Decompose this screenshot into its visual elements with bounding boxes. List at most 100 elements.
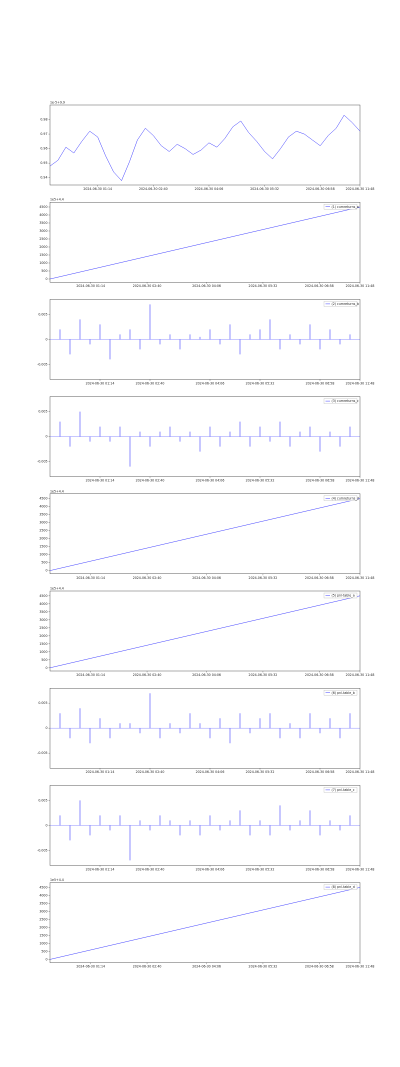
x-tick-label: 2024-06-30 01:14 xyxy=(86,867,115,871)
x-tick-label: 2024-06-30 04:06 xyxy=(192,965,221,969)
x-tick-label: 2024-06-30 06:58 xyxy=(305,965,334,969)
y-tick-label: 2000 xyxy=(39,537,47,541)
legend-box xyxy=(323,398,358,404)
x-tick-label: 2024-06-30 02:40 xyxy=(136,867,165,871)
y-tick-label: -0.005 xyxy=(37,460,47,464)
axes-frame xyxy=(49,882,361,963)
y-tick-label: 2500 xyxy=(39,529,47,533)
y-tick-label: 4500 xyxy=(39,497,47,501)
x-tick-label: 2024-06-30 05:32 xyxy=(246,381,275,385)
offset-label: 1e-5+9.9 xyxy=(50,101,65,105)
x-tick-label: 2024-06-30 06:58 xyxy=(305,284,334,288)
y-tick-label: 0.005 xyxy=(38,701,47,705)
y-tick-label: 0.94 xyxy=(40,176,47,180)
x-tick-label: 2024-06-30 11:48 xyxy=(346,867,375,871)
x-tick-label: 2024-06-30 06:58 xyxy=(306,770,335,774)
x-tick-label: 2024-06-30 05:32 xyxy=(249,284,278,288)
y-tick-label: 4500 xyxy=(39,205,47,209)
y-tick-label: 3000 xyxy=(39,618,47,622)
y-tick-label: 3500 xyxy=(39,221,47,225)
legend-label: (1) cumreturns_a xyxy=(332,205,359,209)
y-tick-label: -0.005 xyxy=(37,362,47,366)
y-tick-label: 2500 xyxy=(39,917,47,921)
x-tick-label: 2024-06-30 05:32 xyxy=(250,187,279,191)
x-tick-label: 2024-06-30 01:14 xyxy=(83,187,112,191)
y-tick-label: 3000 xyxy=(39,229,47,233)
y-tick-label: 3500 xyxy=(39,513,47,517)
series-line xyxy=(49,114,361,182)
legend-box xyxy=(323,301,358,307)
x-tick-label: 2024-06-30 04:06 xyxy=(196,479,225,483)
legend-label: (3) cumreturns_c xyxy=(332,399,359,403)
y-tick-label: 500 xyxy=(41,561,47,565)
axes-frame xyxy=(49,590,361,672)
x-tick-label: 2024-06-30 02:40 xyxy=(136,381,165,385)
legend-box xyxy=(323,787,358,793)
legend-box xyxy=(323,204,358,210)
legend-box xyxy=(323,592,358,599)
x-tick-label: 2024-06-30 01:14 xyxy=(76,673,105,677)
x-tick-label: 2024-06-30 11:48 xyxy=(346,284,375,288)
x-tick-label: 2024-06-30 06:58 xyxy=(306,381,335,385)
offset-label: 1e5+4.4 xyxy=(50,587,64,591)
y-tick-label: 1000 xyxy=(39,941,47,945)
legend-label: (5) pnl-table_a xyxy=(332,594,355,598)
x-tick-label: 2024-06-30 01:14 xyxy=(86,770,115,774)
x-tick-label: 2024-06-30 02:40 xyxy=(133,284,162,288)
y-tick-label: 0.95 xyxy=(40,161,47,165)
y-tick-label: 2000 xyxy=(39,925,47,929)
y-tick-label: 0.98 xyxy=(40,118,47,122)
axes-frame xyxy=(49,104,361,186)
y-tick-label: 1500 xyxy=(39,253,47,257)
series-line xyxy=(49,887,361,960)
x-tick-label: 2024-06-30 04:06 xyxy=(195,187,224,191)
y-tick-label: 3500 xyxy=(39,901,47,905)
y-tick-label: 4000 xyxy=(39,893,47,897)
offset-label: 1e5+4.4 xyxy=(50,198,64,202)
x-tick-label: 2024-06-30 06:58 xyxy=(306,479,335,483)
y-tick-label: 0 xyxy=(45,277,47,281)
y-tick-label: 4000 xyxy=(39,213,47,217)
x-tick-label: 2024-06-30 06:58 xyxy=(305,576,334,580)
x-tick-label: 2024-06-30 05:32 xyxy=(246,770,275,774)
x-tick-label: 2024-06-30 01:14 xyxy=(76,965,105,969)
y-tick-label: 0.96 xyxy=(40,147,47,151)
legend-label: (4) cumreturns_d xyxy=(332,496,359,500)
y-tick-label: 0.005 xyxy=(38,312,47,316)
x-tick-label: 2024-06-30 04:06 xyxy=(196,867,225,871)
x-tick-label: 2024-06-30 11:48 xyxy=(346,576,375,580)
y-tick-label: 500 xyxy=(41,658,47,662)
y-tick-label: -0.005 xyxy=(37,751,47,755)
x-tick-label: 2024-06-30 06:58 xyxy=(305,673,334,677)
series-line xyxy=(49,595,361,669)
x-tick-label: 2024-06-30 04:06 xyxy=(192,673,221,677)
axes-frame xyxy=(49,201,361,283)
legend-label: (2) cumreturns_b xyxy=(332,302,359,306)
y-tick-label: 1000 xyxy=(39,650,47,654)
axes-frame xyxy=(49,493,361,574)
x-tick-label: 2024-06-30 05:32 xyxy=(249,576,278,580)
y-tick-label: 0 xyxy=(45,823,47,827)
y-tick-label: 3000 xyxy=(39,521,47,525)
x-tick-label: 2024-06-30 01:14 xyxy=(76,576,105,580)
legend-box xyxy=(323,884,358,890)
y-tick-label: 2500 xyxy=(39,626,47,630)
x-tick-label: 2024-06-30 05:32 xyxy=(249,965,278,969)
x-tick-label: 2024-06-30 11:48 xyxy=(346,187,375,191)
x-tick-label: 2024-06-30 02:40 xyxy=(139,187,168,191)
y-tick-label: 3000 xyxy=(39,909,47,913)
x-tick-label: 2024-06-30 06:58 xyxy=(306,867,335,871)
x-tick-label: 2024-06-30 02:40 xyxy=(136,770,165,774)
x-tick-label: 2024-06-30 04:06 xyxy=(196,381,225,385)
x-tick-label: 2024-06-30 06:58 xyxy=(306,187,335,191)
y-tick-label: 0 xyxy=(45,435,47,439)
y-tick-label: 0.005 xyxy=(38,410,47,414)
x-tick-label: 2024-06-30 05:32 xyxy=(246,867,275,871)
y-tick-label: 0.005 xyxy=(38,798,47,802)
x-tick-label: 2024-06-30 01:14 xyxy=(86,381,115,385)
y-tick-label: 500 xyxy=(41,949,47,953)
x-tick-label: 2024-06-30 01:14 xyxy=(76,284,105,288)
y-tick-label: 4000 xyxy=(39,602,47,606)
y-tick-label: 1500 xyxy=(39,545,47,549)
